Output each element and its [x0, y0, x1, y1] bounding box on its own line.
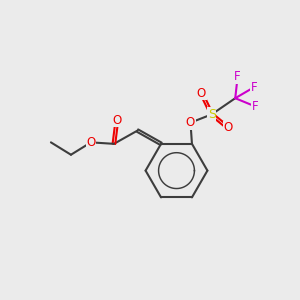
Text: F: F	[234, 70, 241, 83]
Text: S: S	[208, 108, 216, 121]
Text: O: O	[197, 87, 206, 100]
Text: F: F	[251, 80, 258, 94]
Text: O: O	[112, 114, 122, 127]
Text: O: O	[186, 116, 195, 129]
Text: O: O	[223, 121, 232, 134]
Text: O: O	[86, 136, 96, 149]
Text: F: F	[252, 100, 259, 113]
